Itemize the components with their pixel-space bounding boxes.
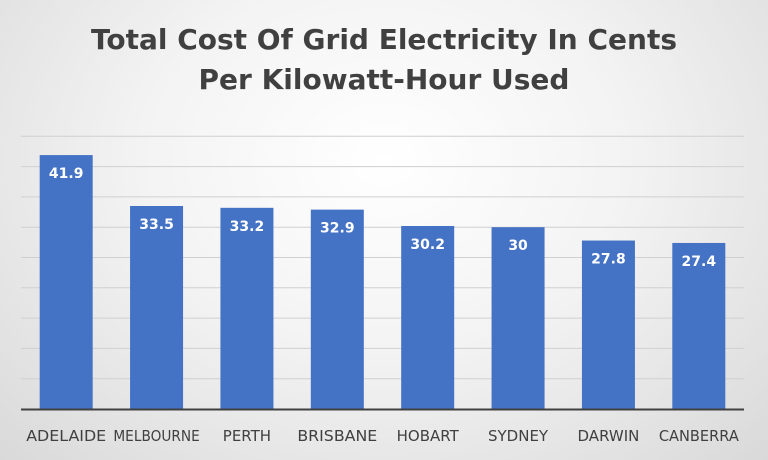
bar-darwin: [581, 240, 635, 409]
data-label-perth: 33.2: [230, 219, 265, 235]
data-label-melbourne: 33.5: [139, 217, 174, 233]
x-axis-tick-labels: ADELAIDE MELBOURNE PERTH BRISBANE HOBART SYDN…: [26, 427, 739, 445]
bar-brisbane: [310, 209, 364, 409]
chart-title-line-1: Total Cost Of Grid Electricity In Cents: [90, 23, 678, 56]
bar-canberra: [672, 242, 726, 409]
bar-perth: [220, 207, 274, 409]
x-tick-label-adelaide: ADELAIDE: [26, 427, 106, 445]
gridlines: [21, 135, 744, 380]
chart-title-line-2: Per Kilowatt-Hour Used: [198, 63, 570, 96]
bar-adelaide: [39, 155, 93, 409]
bar-melbourne: [130, 205, 184, 409]
x-tick-label-hobart: HOBART: [397, 427, 460, 445]
data-label-canberra: 27.4: [682, 254, 717, 270]
data-label-hobart: 30.2: [410, 237, 445, 253]
x-tick-label-canberra: CANBERRA: [659, 427, 740, 445]
data-label-sydney: 30: [508, 238, 528, 254]
x-tick-label-melbourne: MELBOURNE: [113, 427, 199, 445]
x-tick-label-darwin: DARWIN: [578, 427, 640, 445]
bars: [39, 155, 726, 409]
bar-sydney: [491, 227, 545, 409]
chart-title: Total Cost Of Grid Electricity In Cents …: [0, 20, 768, 100]
x-tick-label-sydney: SYDNEY: [488, 427, 549, 445]
x-tick-label-perth: PERTH: [223, 427, 271, 445]
data-label-brisbane: 32.9: [320, 221, 355, 237]
data-labels: 41.9 33.5 33.2 32.9 30.2 30 27.8 27.4: [49, 166, 716, 270]
data-label-adelaide: 41.9: [49, 166, 84, 182]
data-label-darwin: 27.8: [591, 252, 626, 268]
x-tick-label-brisbane: BRISBANE: [297, 427, 377, 445]
bar-hobart: [401, 225, 455, 409]
